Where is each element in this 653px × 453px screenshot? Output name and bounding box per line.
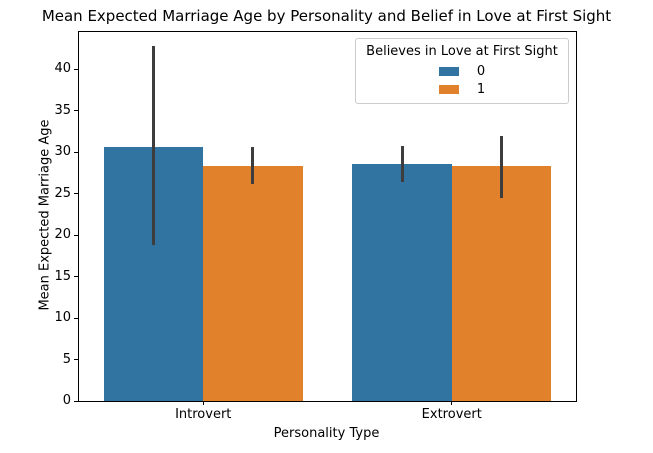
y-tick-mark (74, 317, 78, 319)
legend-label-0: 0 (476, 63, 486, 79)
legend: Believes in Love at First Sight 0 1 (355, 38, 569, 104)
y-tick-label: 10 (54, 310, 71, 326)
y-tick-mark (74, 68, 78, 70)
x-tick-mark (451, 401, 453, 405)
x-axis-label: Personality Type (273, 426, 380, 441)
y-tick-mark (74, 193, 78, 195)
bar-extrovert-1 (451, 166, 552, 401)
error-bar-extrovert-0 (400, 146, 404, 183)
y-tick-label: 15 (54, 268, 71, 284)
y-tick-mark (74, 359, 78, 361)
y-tick-mark (74, 110, 78, 112)
legend-swatch-blue-icon (438, 66, 459, 76)
x-tick-label: Extrovert (421, 407, 482, 422)
x-tick-mark (202, 401, 204, 405)
error-bar-extrovert-1 (499, 136, 503, 198)
y-tick-mark (74, 151, 78, 153)
y-tick-label: 25 (54, 185, 71, 201)
x-tick-label: Introvert (175, 407, 232, 422)
bar-introvert-1 (203, 165, 303, 401)
legend-entry-0: 0 (362, 62, 562, 80)
legend-entry-1: 1 (362, 80, 562, 98)
y-tick-mark (74, 276, 78, 278)
chart-title: Mean Expected Marriage Age by Personalit… (41, 7, 612, 25)
y-tick-mark (74, 234, 78, 236)
y-tick-label: 35 (54, 102, 71, 118)
bar-extrovert-0 (352, 163, 452, 401)
legend-title: Believes in Love at First Sight (366, 44, 558, 59)
legend-swatch-orange-icon (438, 84, 459, 94)
plot-area: Believes in Love at First Sight 0 1 0 5 10… (54, 31, 577, 422)
legend-label-1: 1 (476, 81, 486, 97)
y-tick-label: 5 (62, 351, 71, 367)
y-tick-label: 20 (54, 227, 71, 243)
y-tick-label: 30 (54, 144, 71, 160)
y-tick-mark (74, 400, 78, 402)
y-tick-label: 0 (62, 393, 71, 408)
y-tick-label: 40 (54, 61, 71, 77)
error-bar-introvert-1 (251, 147, 255, 184)
error-bar-introvert-0 (152, 46, 156, 246)
